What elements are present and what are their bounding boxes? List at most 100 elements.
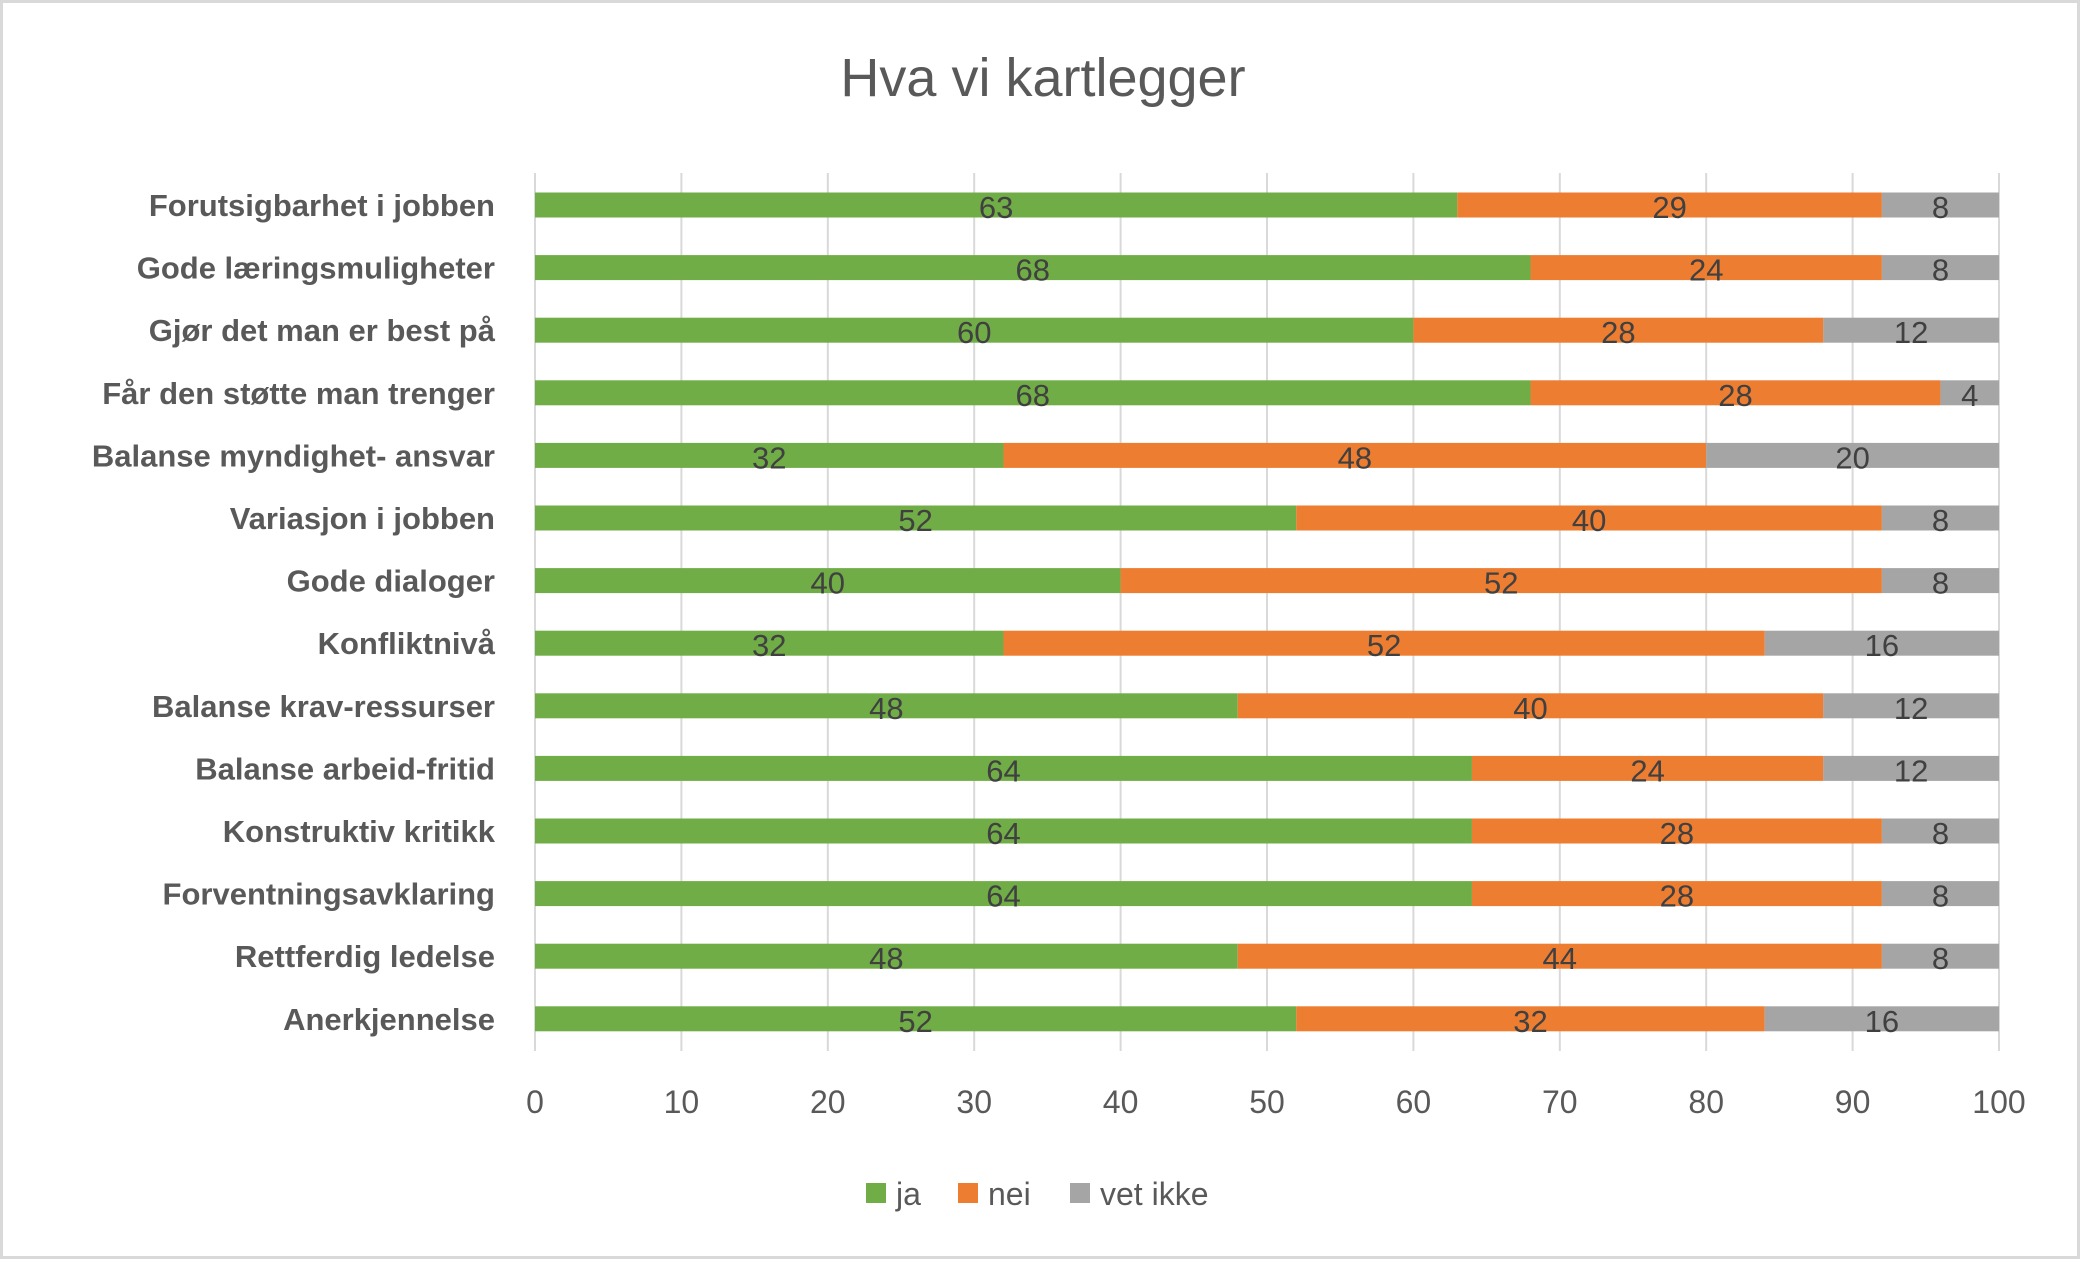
category-label: Balanse arbeid-fritid	[195, 751, 495, 786]
x-tick-label: 0	[526, 1084, 544, 1120]
legend-label: ja	[895, 1176, 921, 1212]
bar-segment-nei	[1003, 442, 1707, 468]
category-label: Anerkjennelse	[283, 1002, 495, 1037]
category-label: Balanse myndighet- ansvar	[92, 438, 495, 473]
data-label: 29	[1652, 190, 1686, 225]
category-label: Konfliktnivå	[318, 626, 496, 661]
data-label: 24	[1689, 253, 1723, 288]
x-tick-label: 70	[1542, 1084, 1578, 1120]
x-tick-label: 30	[956, 1084, 992, 1120]
category-label: Rettferdig ledelse	[235, 939, 495, 974]
x-tick-label: 10	[664, 1084, 700, 1120]
legend: ja nei vet ikke	[866, 1176, 1208, 1212]
bar-segment-nei	[1530, 380, 1941, 406]
data-label: 8	[1932, 879, 1949, 914]
bar-segment-vet-ikke	[1823, 755, 1999, 781]
bar-segment-ja	[535, 380, 1531, 406]
category-label: Får den støtte man trenger	[102, 376, 495, 411]
bar-segment-ja	[535, 317, 1414, 343]
data-label: 64	[986, 879, 1020, 914]
data-label: 32	[752, 440, 786, 475]
bar-segment-vet-ikke	[1823, 317, 1999, 343]
bar-segment-ja	[535, 693, 1238, 719]
bar-segment-vet-ikke	[1881, 255, 1999, 281]
legend-swatch-vet-ikke	[1070, 1183, 1090, 1203]
bar-segment-nei	[1471, 818, 1882, 844]
bar-segment-ja	[535, 881, 1472, 907]
data-label: 8	[1932, 253, 1949, 288]
bar-segment-nei	[1296, 1006, 1765, 1032]
bar-segment-nei	[1237, 693, 1824, 719]
bar-segment-nei	[1457, 192, 1882, 218]
bar-segment-ja	[535, 192, 1458, 218]
bar-segment-vet-ikke	[1881, 943, 1999, 969]
data-label: 40	[1572, 503, 1606, 538]
data-label: 28	[1718, 378, 1752, 413]
data-label: 8	[1932, 566, 1949, 601]
bar-segment-ja	[535, 943, 1238, 969]
data-label: 12	[1894, 691, 1928, 726]
bar-segment-nei	[1120, 568, 1882, 594]
bar-segment-vet-ikke	[1706, 442, 1999, 468]
x-tick-label: 40	[1103, 1084, 1139, 1120]
bar-segment-vet-ikke	[1881, 192, 1999, 218]
bar-segment-ja	[535, 255, 1531, 281]
data-label: 28	[1660, 879, 1694, 914]
data-label: 48	[869, 941, 903, 976]
data-label: 68	[1016, 253, 1050, 288]
bar-segment-vet-ikke	[1764, 1006, 1999, 1032]
data-label: 20	[1835, 440, 1869, 475]
data-label: 8	[1932, 941, 1949, 976]
bar-segment-vet-ikke	[1881, 568, 1999, 594]
bar-segment-nei	[1471, 881, 1882, 907]
bar-segment-nei	[1471, 755, 1824, 781]
x-tick-label: 60	[1396, 1084, 1432, 1120]
data-label: 40	[1513, 691, 1547, 726]
data-label: 12	[1894, 315, 1928, 350]
category-label: Gjør det man er best på	[149, 313, 496, 348]
data-label: 28	[1601, 315, 1635, 350]
legend-label: nei	[988, 1176, 1031, 1212]
data-label: 48	[869, 691, 903, 726]
data-label: 28	[1660, 816, 1694, 851]
category-label: Forutsigbarhet i jobben	[149, 188, 495, 223]
data-label: 16	[1865, 628, 1899, 663]
x-tick-label: 50	[1249, 1084, 1285, 1120]
category-label: Variasjon i jobben	[230, 501, 495, 536]
bar-segment-ja	[535, 818, 1472, 844]
bar-segment-vet-ikke	[1881, 505, 1999, 531]
category-label: Gode dialoger	[287, 564, 495, 599]
data-label: 52	[1484, 566, 1518, 601]
data-label: 40	[811, 566, 845, 601]
bar-segment-nei	[1003, 630, 1765, 656]
bar-segment-ja	[535, 505, 1297, 531]
bar-segment-ja	[535, 568, 1121, 594]
x-tick-label: 100	[1972, 1084, 2025, 1120]
data-label: 16	[1865, 1004, 1899, 1039]
stacked-bar-chart: Hva vi kartlegger 63 29 8 68 24 8 60 28 12 68 28 4 3…	[92, 48, 2026, 1212]
data-label: 52	[898, 503, 932, 538]
data-label: 48	[1338, 440, 1372, 475]
data-label: 64	[986, 753, 1020, 788]
bar-segment-ja	[535, 755, 1472, 781]
category-label: Balanse krav-ressurser	[152, 689, 495, 724]
data-label: 32	[1513, 1004, 1547, 1039]
legend-swatch-ja	[866, 1183, 886, 1203]
x-tick-label: 90	[1835, 1084, 1871, 1120]
category-labels: Forutsigbarhet i jobben Gode læringsmulig…	[92, 188, 496, 1037]
data-label: 63	[979, 190, 1013, 225]
bar-segment-nei	[1296, 505, 1882, 531]
bar-segment-nei	[1530, 255, 1882, 281]
data-label: 64	[986, 816, 1020, 851]
data-label: 8	[1932, 816, 1949, 851]
category-label: Konstruktiv kritikk	[223, 814, 496, 849]
data-label: 68	[1016, 378, 1050, 413]
legend-swatch-nei	[958, 1183, 978, 1203]
bar-segment-ja	[535, 1006, 1297, 1032]
bar-segment-vet-ikke	[1764, 630, 1999, 656]
bar-segment-nei	[1413, 317, 1824, 343]
x-tick-label: 80	[1688, 1084, 1724, 1120]
bar-segment-vet-ikke	[1940, 380, 1999, 406]
x-tick-label: 20	[810, 1084, 846, 1120]
